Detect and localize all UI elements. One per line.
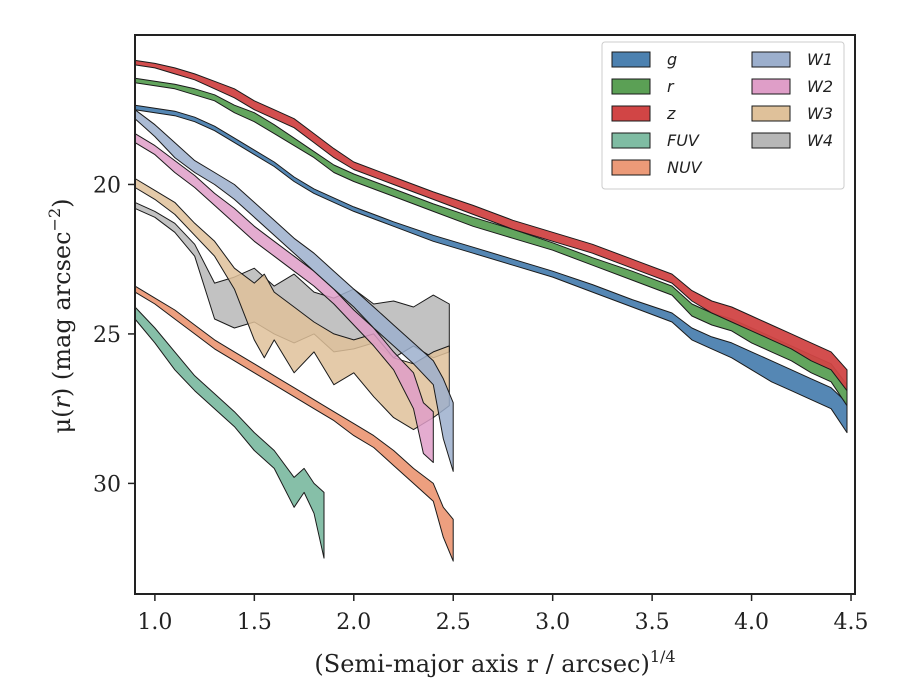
x-tick-label: 4.0 <box>734 610 769 635</box>
legend-swatch-nuv <box>611 159 651 176</box>
y-axis-label: μ(r) (mag arcsec−2) <box>45 198 76 433</box>
x-tick-label: 2.0 <box>336 610 371 635</box>
legend-label-w2: W2 <box>807 77 833 96</box>
legend-swatch-w4 <box>751 132 791 149</box>
legend-label-w1: W1 <box>807 50 833 69</box>
y-tick-label: 25 <box>93 323 121 348</box>
x-axis-ticks: 1.0 1.5 2.0 2.5 3.0 3.5 4.0 4.5 <box>137 594 869 635</box>
band-nuv <box>134 285 454 562</box>
profile-bands <box>134 59 848 562</box>
band-r <box>134 77 848 407</box>
x-tick-label: 4.5 <box>834 610 869 635</box>
legend-swatch-g <box>611 51 651 68</box>
legend-label-w3: W3 <box>807 104 833 123</box>
legend-swatch-z <box>611 105 651 122</box>
y-axis-label-prefix: μ( <box>48 409 76 434</box>
x-tick-label: 3.5 <box>635 610 670 635</box>
y-axis-label-exp: −2 <box>45 208 64 232</box>
legend-label-r: r <box>667 77 675 96</box>
legend-swatch-fuv <box>611 132 651 149</box>
legend-swatch-r <box>611 78 651 95</box>
x-tick-label: 1.0 <box>137 610 172 635</box>
x-tick-label: 1.5 <box>237 610 272 635</box>
legend-swatch-w3 <box>751 105 791 122</box>
band-w1 <box>134 109 454 472</box>
legend-label-nuv: NUV <box>667 158 703 177</box>
plot-frame <box>134 34 856 595</box>
legend-swatch-w1 <box>751 51 791 68</box>
y-tick-label: 20 <box>93 173 121 198</box>
legend-label-fuv: FUV <box>667 131 700 150</box>
x-tick-label: 3.0 <box>535 610 570 635</box>
y-tick-label: 30 <box>93 472 121 497</box>
band-w2 <box>134 133 434 463</box>
band-g <box>134 104 848 434</box>
y-axis-label-suffix: ) (mag arcsec <box>48 231 76 397</box>
legend: grz FUV NUV W1 W2 W3 W4 <box>601 41 845 190</box>
legend-label-z: z <box>666 104 676 123</box>
x-tick-label: 2.5 <box>436 610 471 635</box>
legend-label-g: g <box>667 50 677 69</box>
legend-label-w4: W4 <box>807 131 833 150</box>
y-axis-ticks: 20 25 30 <box>93 173 135 497</box>
legend-swatch-w2 <box>751 78 791 95</box>
band-fuv <box>134 306 325 559</box>
x-axis-label-text: (Semi-major axis r / arcsec) <box>314 650 649 678</box>
band-z <box>134 59 848 392</box>
x-axis-label-exponent: 1/4 <box>650 647 676 666</box>
y-axis-label-var: r <box>48 396 76 409</box>
x-axis-label: (Semi-major axis r / arcsec)1/4 <box>314 647 675 678</box>
y-axis-label-close: ) <box>48 198 76 207</box>
